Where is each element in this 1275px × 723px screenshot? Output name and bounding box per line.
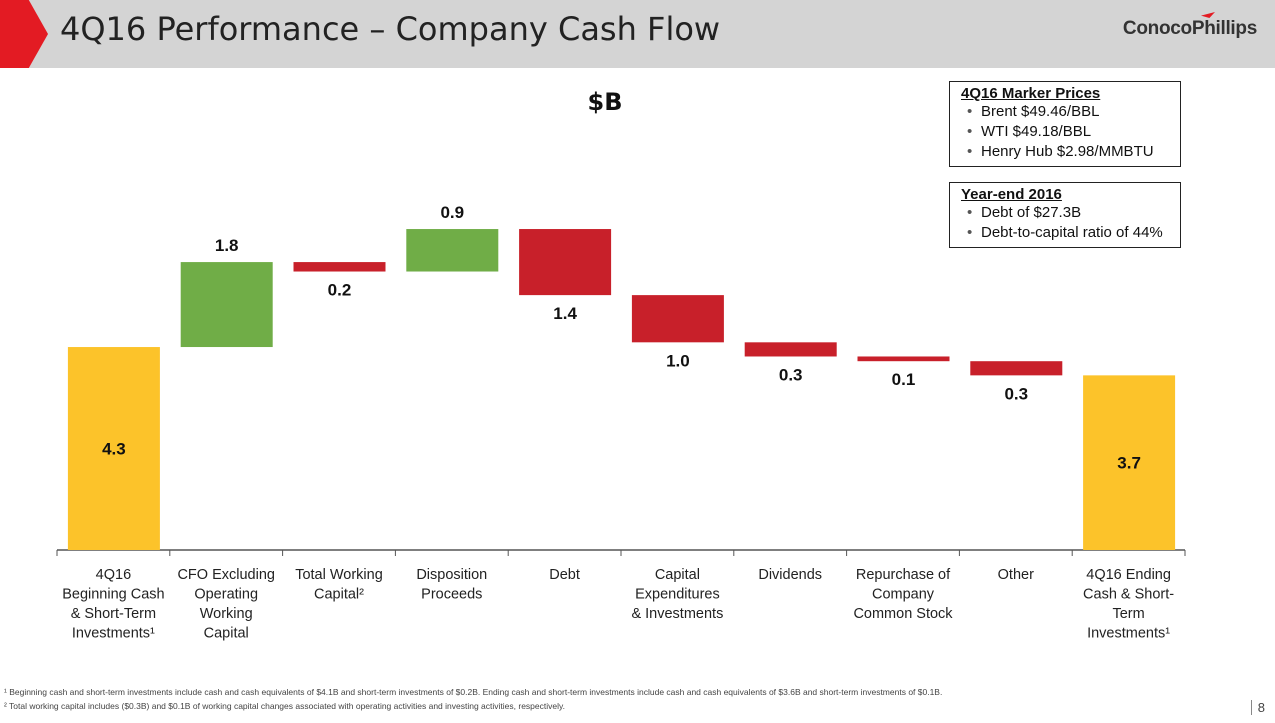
data-label: 1.0 bbox=[666, 351, 690, 370]
category-label: Repurchase of Company Common Stock bbox=[853, 567, 953, 622]
marker-prices-list: Brent $49.46/BBL WTI $49.18/BBL Henry Hu… bbox=[961, 102, 1170, 162]
waterfall-bar bbox=[406, 229, 499, 272]
category-label: Dividends bbox=[758, 567, 822, 583]
category-label: Capital Expenditures & Investments bbox=[631, 567, 723, 622]
waterfall-bar bbox=[631, 295, 724, 343]
company-logo: ConocoPhillips bbox=[1122, 12, 1257, 40]
category-label: Disposition Proceeds bbox=[416, 567, 487, 603]
footnote-1: ¹ Beginning cash and short-term investme… bbox=[4, 687, 943, 697]
data-label: 0.3 bbox=[1004, 384, 1028, 403]
marker-price-item: Brent $49.46/BBL bbox=[967, 102, 1170, 122]
waterfall-bar bbox=[744, 342, 837, 357]
waterfall-bar bbox=[180, 262, 273, 348]
slide-title: 4Q16 Performance – Company Cash Flow bbox=[60, 10, 721, 48]
data-label: 3.7 bbox=[1117, 454, 1141, 473]
waterfall-bar bbox=[970, 361, 1063, 376]
marker-price-item: WTI $49.18/BBL bbox=[967, 122, 1170, 142]
page-number: 8 bbox=[1250, 700, 1265, 715]
marker-price-item: Henry Hub $2.98/MMBTU bbox=[967, 142, 1170, 162]
waterfall-chart: 4.3 4Q16 Beginning Cash & Short-Term Investm… bbox=[56, 203, 1186, 642]
year-end-list: Debt of $27.3B Debt-to-capital ratio of … bbox=[961, 203, 1170, 243]
marker-prices-box: 4Q16 Marker Prices Brent $49.46/BBL WTI … bbox=[949, 81, 1181, 167]
slide-header: 4Q16 Performance – Company Cash Flow Con… bbox=[0, 0, 1275, 68]
data-label: 0.3 bbox=[779, 365, 803, 384]
year-end-box: Year-end 2016 Debt of $27.3B Debt-to-cap… bbox=[949, 182, 1181, 248]
waterfall-bar bbox=[1083, 375, 1176, 550]
category-label: CFO Excluding Operating Working Capital bbox=[177, 567, 275, 642]
category-label: 4Q16 Ending Cash & Short-Term Investments¹ bbox=[1083, 567, 1174, 642]
data-label: 0.2 bbox=[328, 281, 352, 300]
marker-prices-heading: 4Q16 Marker Prices bbox=[961, 85, 1101, 102]
waterfall-bar bbox=[519, 229, 612, 296]
logo-text: ConocoPhillips bbox=[1122, 18, 1257, 39]
data-label: 4.3 bbox=[102, 440, 126, 459]
waterfall-bar bbox=[293, 262, 386, 272]
footnotes: ¹ Beginning cash and short-term investme… bbox=[4, 685, 942, 713]
data-label: 1.8 bbox=[215, 236, 239, 255]
year-end-item: Debt-to-capital ratio of 44% bbox=[967, 223, 1170, 243]
category-label: Debt bbox=[549, 567, 580, 583]
footnote-2: ² Total working capital includes ($0.3B)… bbox=[4, 701, 565, 711]
data-label: 0.9 bbox=[440, 203, 464, 222]
logo-mark-icon bbox=[1201, 12, 1215, 18]
year-end-heading: Year-end 2016 bbox=[961, 186, 1062, 203]
category-label: Total Working Capital² bbox=[295, 567, 383, 603]
category-label: Other bbox=[998, 567, 1034, 583]
waterfall-bar bbox=[67, 347, 160, 550]
waterfall-bar bbox=[857, 356, 950, 362]
year-end-item: Debt of $27.3B bbox=[967, 203, 1170, 223]
category-label: 4Q16 Beginning Cash & Short-Term Investment… bbox=[62, 567, 164, 642]
data-label: 0.1 bbox=[892, 370, 916, 389]
data-label: 1.4 bbox=[553, 304, 577, 323]
chart-title: $B bbox=[587, 88, 623, 116]
